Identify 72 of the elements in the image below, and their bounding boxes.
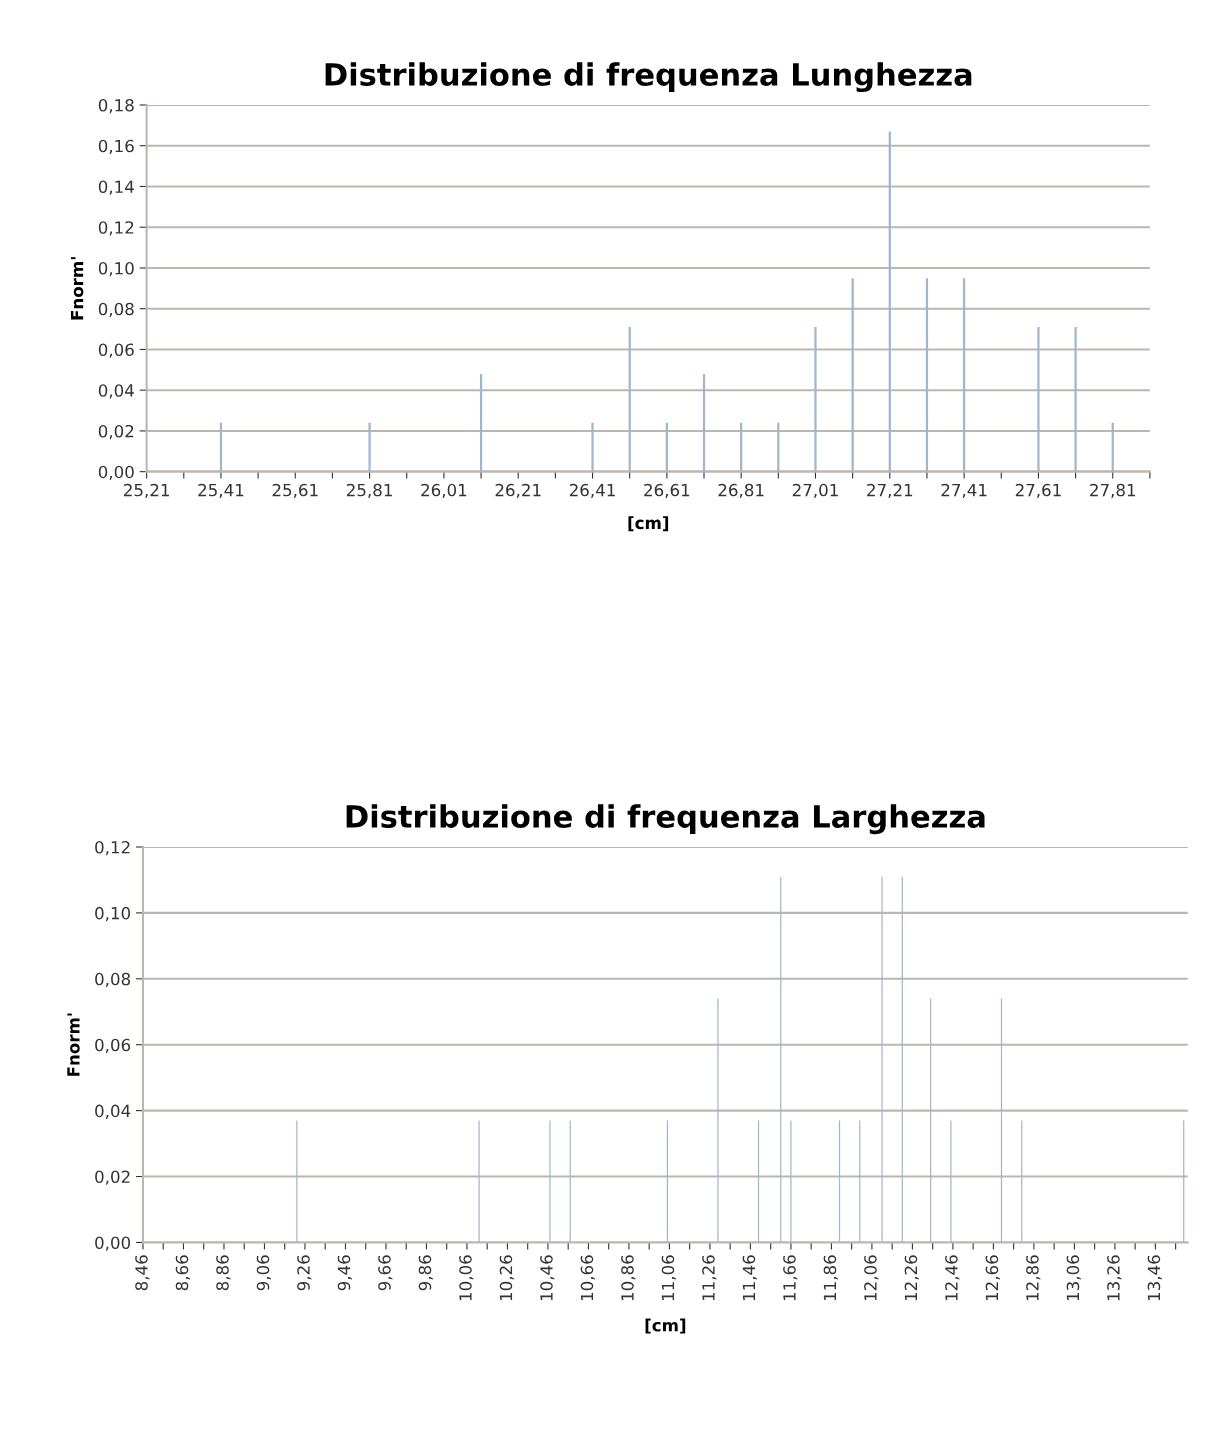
x-tick-label: 10,86 — [621, 1255, 636, 1301]
y-tick-label: 0,12 — [98, 221, 134, 236]
bar — [368, 422, 371, 472]
y-axis-title: Fnorm' — [71, 257, 84, 320]
x-tick-label: 10,26 — [499, 1255, 514, 1301]
x-tick-label: 27,21 — [867, 483, 913, 499]
x-tick-label: 27,41 — [941, 483, 987, 499]
x-tick-label: 26,61 — [644, 483, 690, 499]
x-tick-label: 8,46 — [135, 1255, 150, 1291]
x-tick-label: 9,46 — [337, 1255, 352, 1291]
y-tick-label: 0,02 — [98, 424, 134, 440]
chart-title: Distribuzione di frequenza Larghezza — [346, 804, 985, 835]
y-tick-label: 0,06 — [98, 343, 134, 358]
y-tick-label: 0,18 — [98, 98, 134, 114]
y-tick-label: 0,12 — [95, 840, 130, 856]
bar — [591, 422, 594, 472]
x-tick-label: 26,81 — [718, 483, 764, 499]
y-tick-label: 0,06 — [95, 1038, 131, 1053]
y-tick-label: 0,04 — [95, 1104, 131, 1119]
bar — [851, 278, 854, 472]
bar — [888, 131, 891, 472]
y-tick-label: 0,04 — [98, 384, 134, 399]
y-axis-title: Fnorm' — [67, 1013, 80, 1076]
x-tick-label: 8,66 — [175, 1255, 191, 1291]
bar — [814, 327, 817, 472]
y-tick-label: 0,02 — [95, 1170, 130, 1185]
x-tick-label: 11,66 — [783, 1255, 798, 1301]
x-tick-label: 26,41 — [569, 483, 615, 499]
x-tick-label: 13,06 — [1066, 1255, 1081, 1301]
x-tick-label: 26,21 — [495, 483, 541, 499]
x-tick-label: 10,66 — [580, 1255, 595, 1301]
x-tick-label: 9,66 — [378, 1255, 393, 1291]
x-tick-label: 27,61 — [1015, 483, 1061, 499]
x-tick-label: 12,06 — [864, 1255, 879, 1301]
x-tick-label: 13,46 — [1147, 1255, 1162, 1301]
x-tick-label: 11,46 — [742, 1255, 757, 1301]
chart-title: Distribuzione di frequenza Lunghezza — [325, 62, 972, 93]
x-tick-label: 25,81 — [346, 483, 392, 499]
x-tick-label: 25,61 — [272, 483, 318, 499]
y-tick-label: 0,16 — [98, 139, 134, 154]
x-tick-label: 8,86 — [216, 1255, 231, 1291]
x-tick-label: 12,26 — [904, 1255, 919, 1301]
y-tick-label: 0,10 — [98, 261, 134, 277]
x-tick-label: 26,01 — [421, 483, 467, 499]
x-tick-label: 9,86 — [418, 1255, 433, 1291]
x-tick-label: 11,06 — [661, 1255, 676, 1301]
y-tick-label: 0,08 — [98, 302, 134, 317]
bar — [1037, 327, 1040, 472]
x-tick-label: 12,46 — [945, 1255, 960, 1301]
x-tick-label: 27,01 — [792, 483, 838, 499]
bar — [963, 278, 966, 472]
x-tick-label: 11,26 — [702, 1255, 717, 1301]
x-tick-label: 11,86 — [823, 1255, 838, 1301]
bar — [1074, 327, 1077, 472]
y-tick-label: 0,10 — [95, 906, 131, 922]
y-tick-label: 0,14 — [98, 180, 134, 195]
y-tick-label: 0,00 — [95, 1236, 131, 1251]
x-tick-label: 9,26 — [297, 1255, 312, 1291]
x-tick-label: 10,06 — [459, 1255, 474, 1301]
x-tick-label: 12,86 — [1026, 1255, 1041, 1301]
x-tick-label: 10,46 — [540, 1255, 555, 1301]
x-tick-label: 27,81 — [1090, 483, 1136, 499]
x-tick-label: 25,21 — [124, 483, 169, 499]
bar — [925, 278, 929, 472]
y-tick-label: 0,08 — [95, 972, 131, 988]
x-axis-title: [cm] — [628, 516, 669, 532]
x-tick-label: 12,66 — [985, 1255, 1000, 1301]
x-axis-title: [cm] — [645, 1318, 686, 1334]
x-tick-label: 25,41 — [198, 483, 244, 499]
x-tick-label: 13,26 — [1107, 1255, 1122, 1301]
x-tick-label: 9,06 — [256, 1255, 271, 1291]
y-tick-label: 0,00 — [98, 465, 134, 480]
